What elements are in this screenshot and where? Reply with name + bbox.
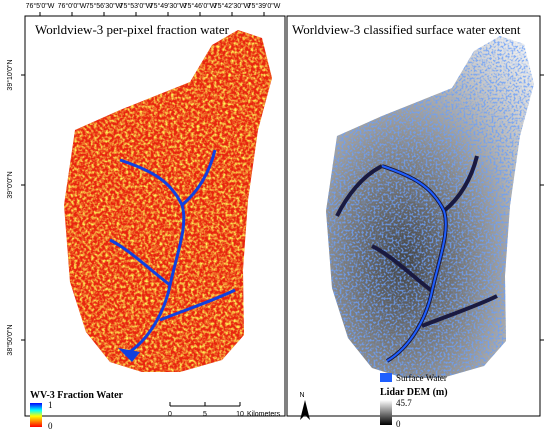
latitude-label: 38°50'0"N <box>6 324 14 355</box>
dem-colorbar <box>380 400 392 425</box>
dem-min: 0 <box>396 419 401 429</box>
scale-label: 5 <box>203 411 207 418</box>
surface-water-map <box>326 36 534 378</box>
legend-title: WV-3 Fraction Water <box>30 390 124 401</box>
scale-bar: 0 5 10 Kilometers <box>168 402 281 418</box>
longitude-label: 75°39'0"W <box>248 2 281 10</box>
longitude-labels: 76°5'0"W 76°0'0"W 75°56'30"W75°53'0"W75°49… <box>26 2 281 16</box>
fraction-colorbar <box>30 403 42 427</box>
latitude-label: 39°10'0"N <box>6 59 14 90</box>
longitude-label: 76°0'0"W <box>58 2 87 10</box>
legend-max: 1 <box>48 400 53 410</box>
longitude-label: 76°5'0"W <box>26 2 55 10</box>
scale-unit: Kilometers <box>247 411 281 418</box>
left-title: Worldview-3 per-pixel fraction water <box>35 22 230 37</box>
north-label: N <box>299 392 304 399</box>
dem-title: Lidar DEM (m) <box>380 387 448 398</box>
dem-max: 45.7 <box>396 398 412 408</box>
legend-min: 0 <box>48 421 53 431</box>
scale-label: 10 <box>236 411 244 418</box>
latitude-label: 39°0'0"N <box>6 171 14 198</box>
right-title: Worldview-3 classified surface water ext… <box>292 22 521 37</box>
longitude-label: 75°53'0"W <box>120 2 153 10</box>
water-swatch <box>380 373 392 382</box>
north-arrow <box>300 400 310 420</box>
scale-label: 0 <box>168 411 172 418</box>
longitude-label: 75°42'30"W <box>214 2 251 10</box>
left-frame <box>24 15 286 417</box>
fraction-water-map <box>64 30 272 372</box>
latitude-labels: 39°10'0"N 39°0'0"N 38°50'0"N <box>6 59 544 356</box>
right-frame <box>286 15 541 417</box>
longitude-label: 75°49'30"W <box>150 2 187 10</box>
longitude-label: 75°56'30"W <box>86 2 123 10</box>
longitude-label: 75°46'0"W <box>184 2 217 10</box>
water-label: Surface Water <box>396 373 447 383</box>
